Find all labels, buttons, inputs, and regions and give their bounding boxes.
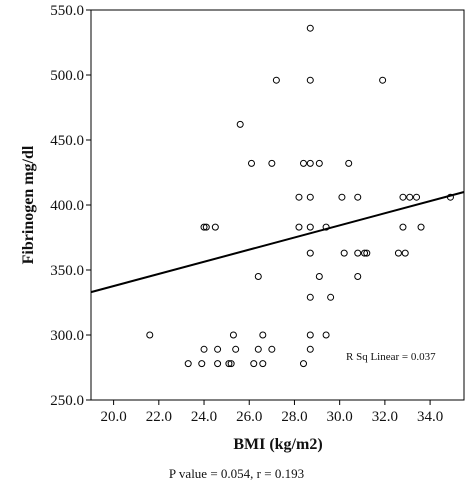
data-point — [363, 249, 371, 257]
data-point — [254, 345, 262, 353]
data-point — [268, 345, 276, 353]
p-value-caption: P value = 0.054, r = 0.193 — [168, 466, 305, 481]
data-point — [340, 249, 348, 257]
data-point — [295, 193, 303, 201]
data-point — [417, 223, 425, 231]
data-point — [259, 360, 267, 368]
data-point — [306, 293, 314, 301]
data-point — [315, 273, 323, 280]
data-point — [322, 223, 330, 231]
data-point — [315, 159, 323, 167]
data-point — [413, 193, 421, 201]
r-squared-annotation: R Sq Linear = 0.037 — [346, 351, 436, 363]
y-tick-label: 350.0 — [50, 263, 84, 279]
data-point — [299, 360, 307, 368]
y-tick-label: 400.0 — [50, 198, 84, 214]
data-point — [306, 223, 314, 231]
data-point — [198, 360, 206, 368]
data-point — [306, 193, 314, 201]
y-tick-label: 450.0 — [50, 133, 84, 149]
x-tick-label: 34.0 — [417, 409, 443, 425]
y-tick-label: 250.0 — [50, 393, 84, 409]
y-tick-label: 550.0 — [50, 3, 84, 19]
x-axis-title: BMI (kg/m2) — [233, 436, 322, 453]
data-point — [299, 159, 307, 167]
data-point — [379, 76, 387, 84]
data-point — [399, 193, 407, 201]
data-point — [236, 120, 244, 128]
x-tick-label: 32.0 — [372, 409, 398, 425]
data-point — [401, 249, 409, 257]
x-tick-label: 20.0 — [100, 409, 126, 425]
data-point — [250, 360, 258, 368]
y-tick-label: 500.0 — [50, 68, 84, 84]
data-point — [354, 249, 362, 257]
data-point — [327, 293, 335, 301]
data-point — [248, 159, 256, 167]
data-point — [227, 360, 235, 368]
y-axis-title: Fibrinogen mg/dl — [20, 145, 37, 264]
data-point — [306, 331, 314, 339]
data-point — [306, 249, 314, 257]
data-point — [354, 273, 362, 280]
data-point — [354, 193, 362, 201]
data-point — [254, 273, 262, 280]
data-point — [229, 331, 237, 339]
data-point — [211, 223, 219, 231]
data-point — [399, 223, 407, 231]
data-point — [225, 360, 233, 368]
y-axis-ticks: 250.0 300.0 350.0 400.0 450.0 500.0 550.0 — [50, 3, 91, 409]
data-point — [322, 331, 330, 339]
data-point — [406, 193, 414, 201]
data-point — [214, 360, 222, 368]
data-point — [214, 345, 222, 353]
x-tick-label: 24.0 — [191, 409, 217, 425]
data-point — [259, 331, 267, 339]
data-point — [306, 345, 314, 353]
data-point — [146, 331, 154, 339]
data-points — [146, 24, 454, 368]
data-point — [361, 249, 369, 257]
plot-area — [90, 9, 465, 401]
x-tick-label: 26.0 — [236, 409, 262, 425]
data-point — [394, 249, 402, 257]
x-tick-label: 22.0 — [146, 409, 172, 425]
data-point — [200, 345, 208, 353]
data-point — [200, 223, 208, 231]
data-point — [184, 360, 192, 368]
regression-line — [90, 191, 465, 294]
data-point — [268, 159, 276, 167]
x-tick-label: 30.0 — [327, 409, 353, 425]
data-point — [232, 345, 240, 353]
data-point — [295, 223, 303, 231]
data-point — [306, 24, 314, 32]
y-tick-label: 300.0 — [50, 328, 84, 344]
x-tick-label: 28.0 — [281, 409, 307, 425]
data-point — [306, 76, 314, 84]
data-point — [202, 223, 210, 231]
x-axis-ticks: 20.0 22.0 24.0 26.0 28.0 30.0 32.0 34.0 — [100, 400, 443, 425]
data-point — [338, 193, 346, 201]
data-point — [345, 159, 353, 167]
data-point — [272, 76, 280, 84]
data-point — [306, 159, 314, 167]
